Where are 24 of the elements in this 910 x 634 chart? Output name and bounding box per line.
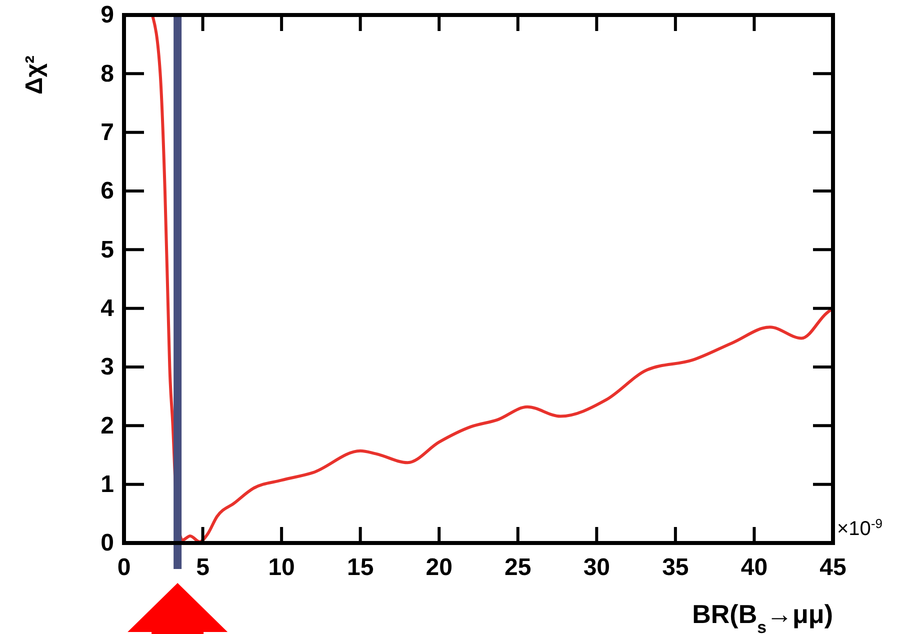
y-tick-label: 4: [100, 295, 115, 322]
x-tick-label: 40: [740, 554, 768, 581]
y-tick-label: 5: [100, 236, 114, 264]
x-tick-label: 10: [268, 554, 295, 581]
x-tick-label: 15: [346, 554, 374, 581]
y-tick-label: 0: [100, 530, 114, 557]
y-tick-label: 6: [100, 178, 114, 205]
line-series: [150, 15, 833, 543]
y-tick-label: 1: [100, 471, 114, 498]
y-tick-label: 7: [100, 119, 114, 146]
x-tick-label: 30: [583, 554, 610, 581]
x-tick-label: 0: [117, 554, 131, 581]
x-tick-label: 25: [504, 554, 532, 581]
text: ×10$^{-9}$: [837, 516, 882, 540]
y-axis-title: Δχ²: [21, 55, 48, 95]
x-tick-label: 20: [426, 554, 452, 581]
x-tick-label: 5: [196, 554, 210, 581]
x-axis-title: BR(B$_{s}$→μμ): [692, 599, 833, 634]
y-tick-label: 9: [100, 2, 114, 29]
y-tick-label: 3: [100, 354, 114, 381]
y-tick-label: 8: [100, 60, 114, 88]
x-tick-label: 45: [820, 554, 846, 581]
y-tick-label: 2: [100, 412, 114, 440]
x-tick-label: 35: [662, 554, 689, 581]
